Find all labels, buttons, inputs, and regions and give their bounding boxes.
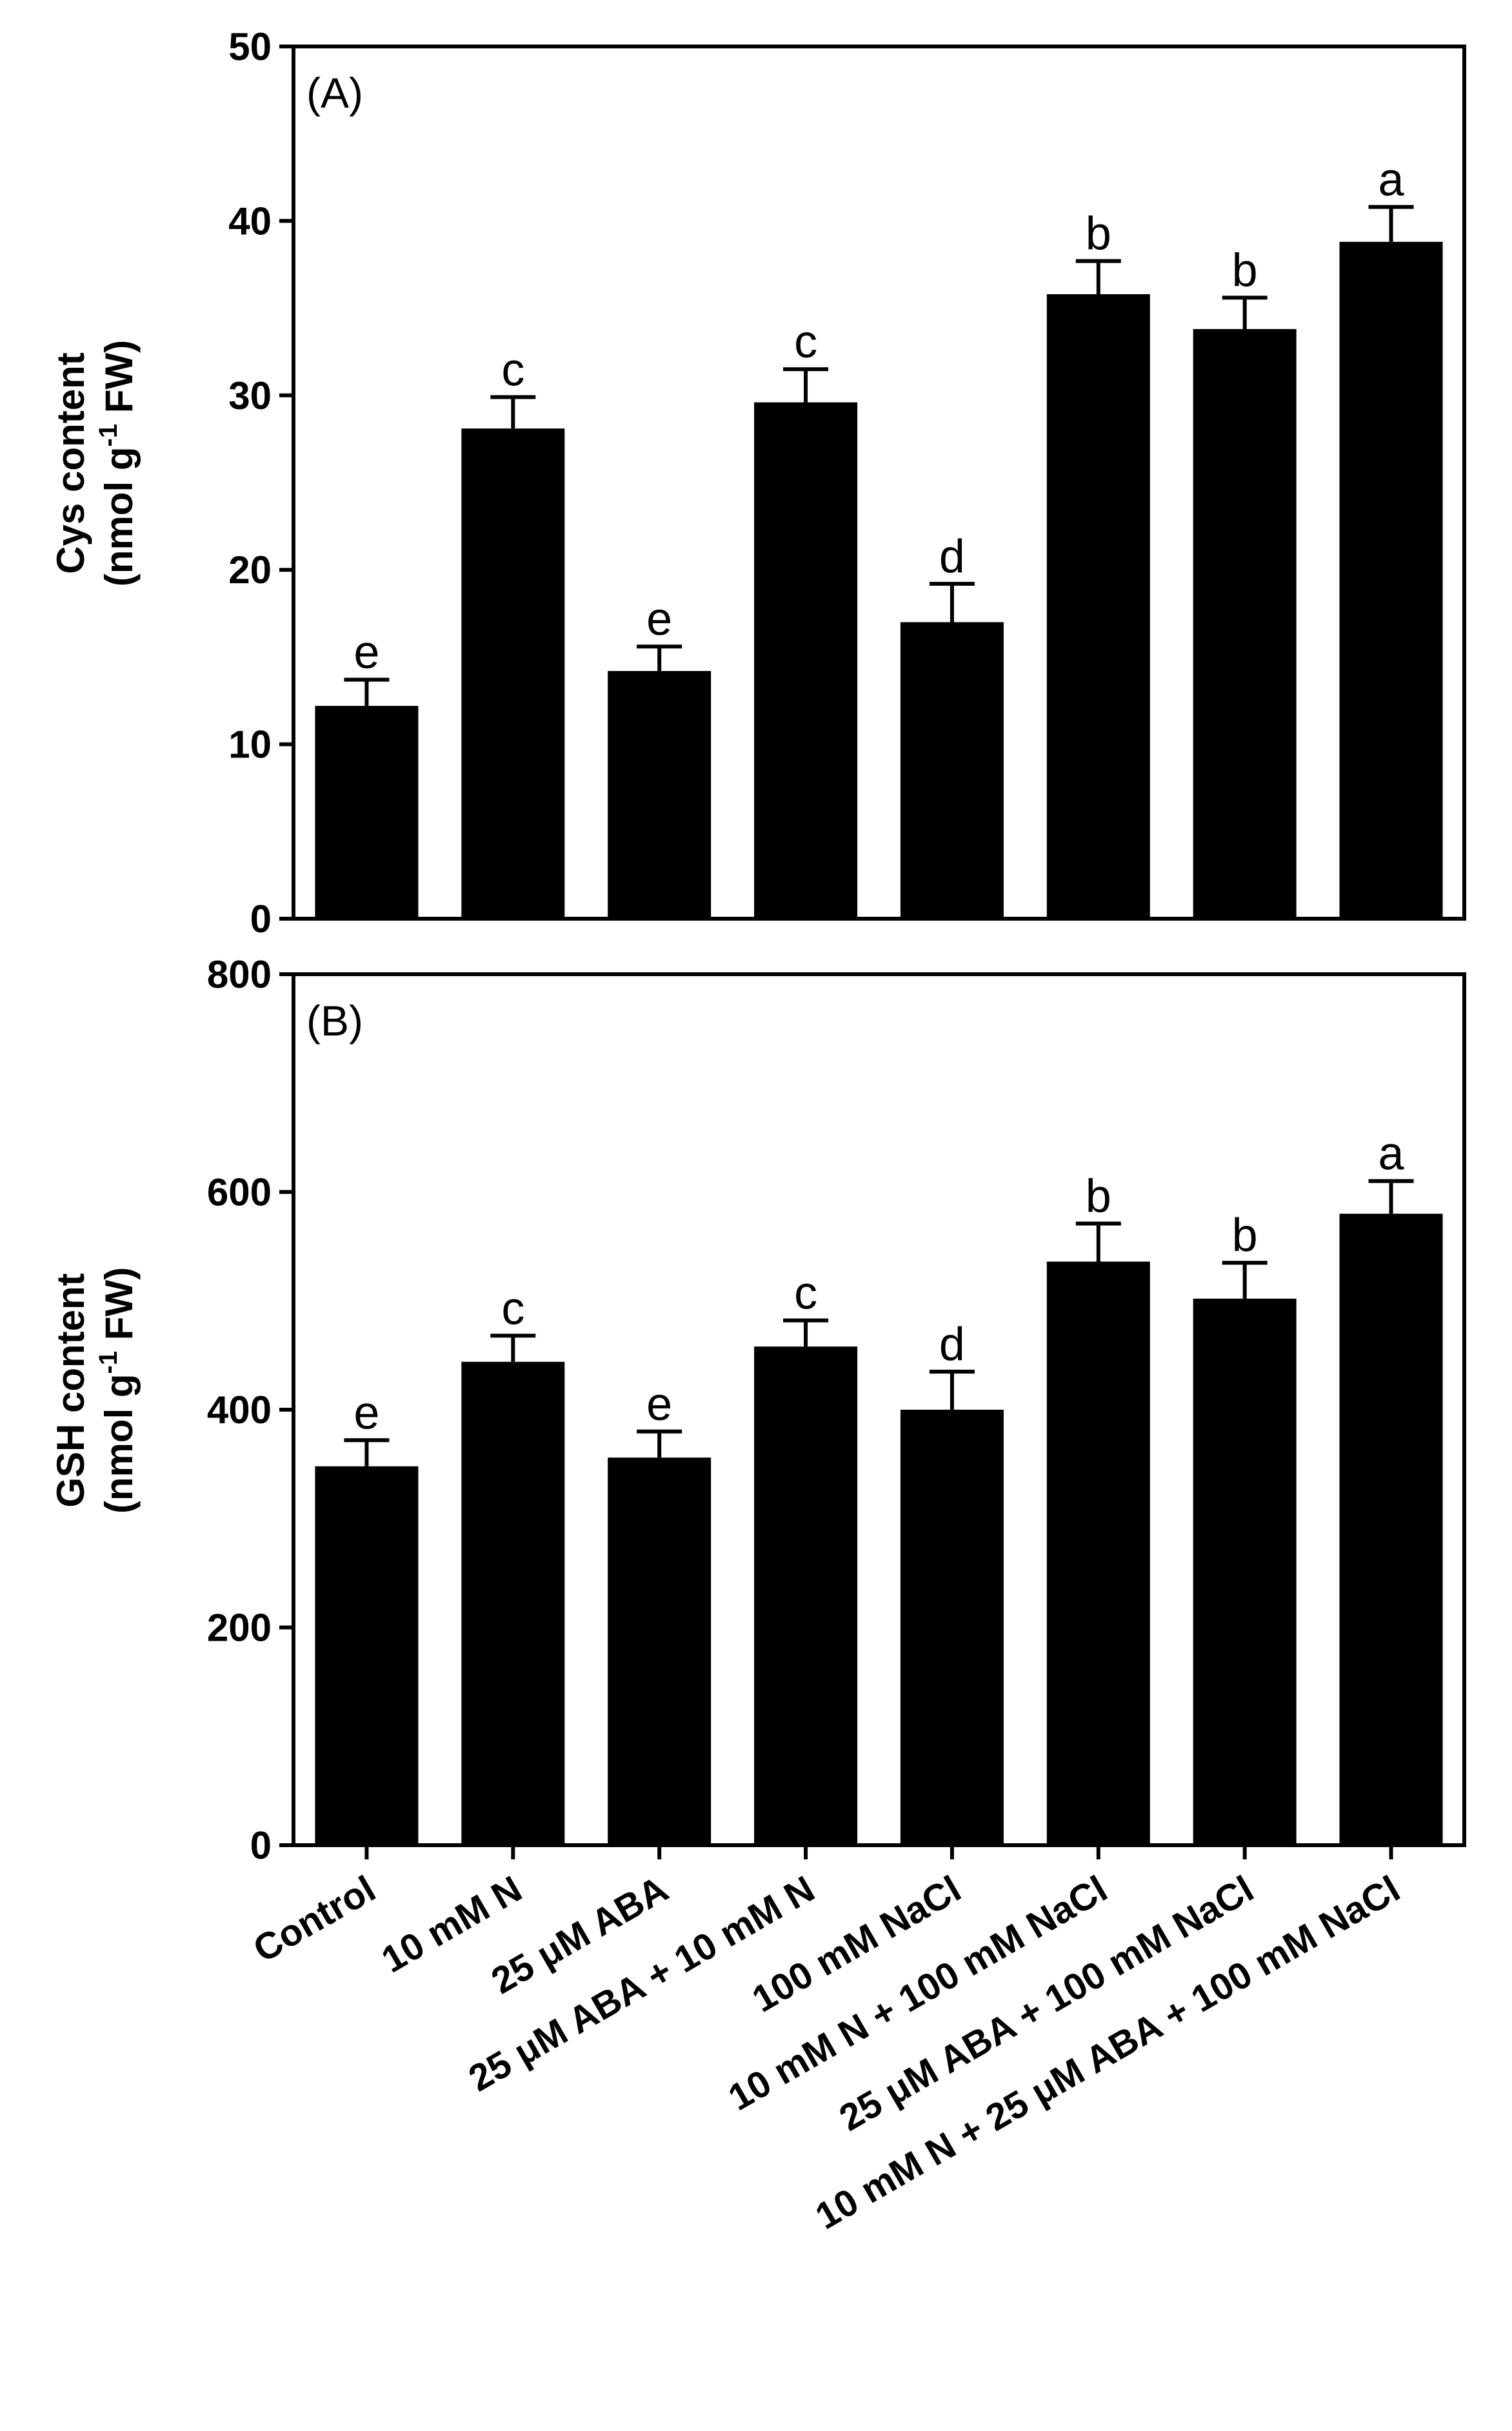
y-axis-label-line2: (nmol g-1 FW) bbox=[94, 1267, 141, 1514]
y-axis-label-line2: (nmol g-1 FW) bbox=[94, 340, 141, 586]
bar bbox=[1046, 294, 1150, 919]
significance-letter: e bbox=[646, 594, 672, 645]
panel-label: (A) bbox=[306, 69, 363, 117]
significance-letter: e bbox=[353, 627, 379, 679]
significance-letter: d bbox=[939, 1319, 965, 1370]
significance-letter: c bbox=[501, 345, 524, 396]
bar bbox=[1193, 1298, 1297, 1845]
significance-letter: c bbox=[501, 1283, 524, 1334]
y-axis-unit: (nmol g bbox=[97, 1374, 141, 1514]
bar bbox=[315, 1466, 419, 1845]
panel-a: e c e c d b b a 0 10 20 30 40 50 (A) Cys content (nmol g… bbox=[49, 25, 1466, 941]
significance-letter: c bbox=[794, 1268, 817, 1319]
y-tick-label: 600 bbox=[207, 1171, 272, 1214]
bar bbox=[1339, 241, 1443, 919]
y-axis-unit-end: FW) bbox=[97, 340, 141, 424]
x-category-label: Control bbox=[246, 1868, 383, 1970]
bar bbox=[608, 671, 711, 919]
bar bbox=[754, 1346, 858, 1845]
significance-letter: e bbox=[646, 1379, 672, 1430]
bar bbox=[315, 706, 419, 919]
significance-letter: c bbox=[794, 316, 817, 368]
significance-letter: d bbox=[939, 531, 965, 583]
bar bbox=[1046, 1261, 1150, 1845]
bar bbox=[1339, 1214, 1443, 1845]
bar bbox=[900, 1410, 1004, 1845]
y-tick-label: 10 bbox=[228, 723, 272, 766]
y-axis-label-line1: GSH content bbox=[49, 1273, 92, 1507]
y-axis-label-line1: Cys content bbox=[49, 352, 92, 574]
y-axis-unit-superscript: -1 bbox=[94, 1351, 123, 1374]
bar bbox=[461, 428, 565, 919]
significance-letter: b bbox=[1086, 208, 1111, 260]
y-tick-label: 400 bbox=[207, 1388, 272, 1432]
panel-label: (B) bbox=[306, 997, 363, 1045]
significance-letter: a bbox=[1378, 154, 1405, 206]
bar bbox=[1193, 329, 1297, 919]
y-tick-label: 800 bbox=[207, 953, 272, 996]
y-tick-label: 20 bbox=[228, 548, 272, 592]
bar bbox=[900, 622, 1004, 919]
significance-letter: b bbox=[1232, 1210, 1258, 1261]
y-tick-label: 0 bbox=[250, 897, 272, 941]
y-axis-unit-end: FW) bbox=[97, 1267, 141, 1351]
bar bbox=[608, 1457, 711, 1845]
bar bbox=[754, 402, 858, 919]
y-tick-label: 50 bbox=[228, 25, 272, 68]
y-tick-label: 200 bbox=[207, 1606, 272, 1650]
significance-letter: b bbox=[1232, 245, 1258, 296]
bar bbox=[461, 1361, 565, 1845]
significance-letter: b bbox=[1086, 1170, 1111, 1222]
y-axis-unit: (nmol g bbox=[97, 446, 141, 586]
panel-b: e c e c d b b a 0 200 400 600 800 (B) GSH content (nmol… bbox=[49, 953, 1466, 2237]
y-tick-label: 30 bbox=[228, 374, 272, 417]
significance-letter: a bbox=[1378, 1128, 1405, 1180]
plot-frame bbox=[292, 45, 1466, 921]
y-tick-label: 0 bbox=[250, 1824, 272, 1867]
y-tick-label: 40 bbox=[228, 199, 272, 243]
y-axis-unit-superscript: -1 bbox=[94, 424, 123, 447]
significance-letter: e bbox=[353, 1387, 379, 1439]
